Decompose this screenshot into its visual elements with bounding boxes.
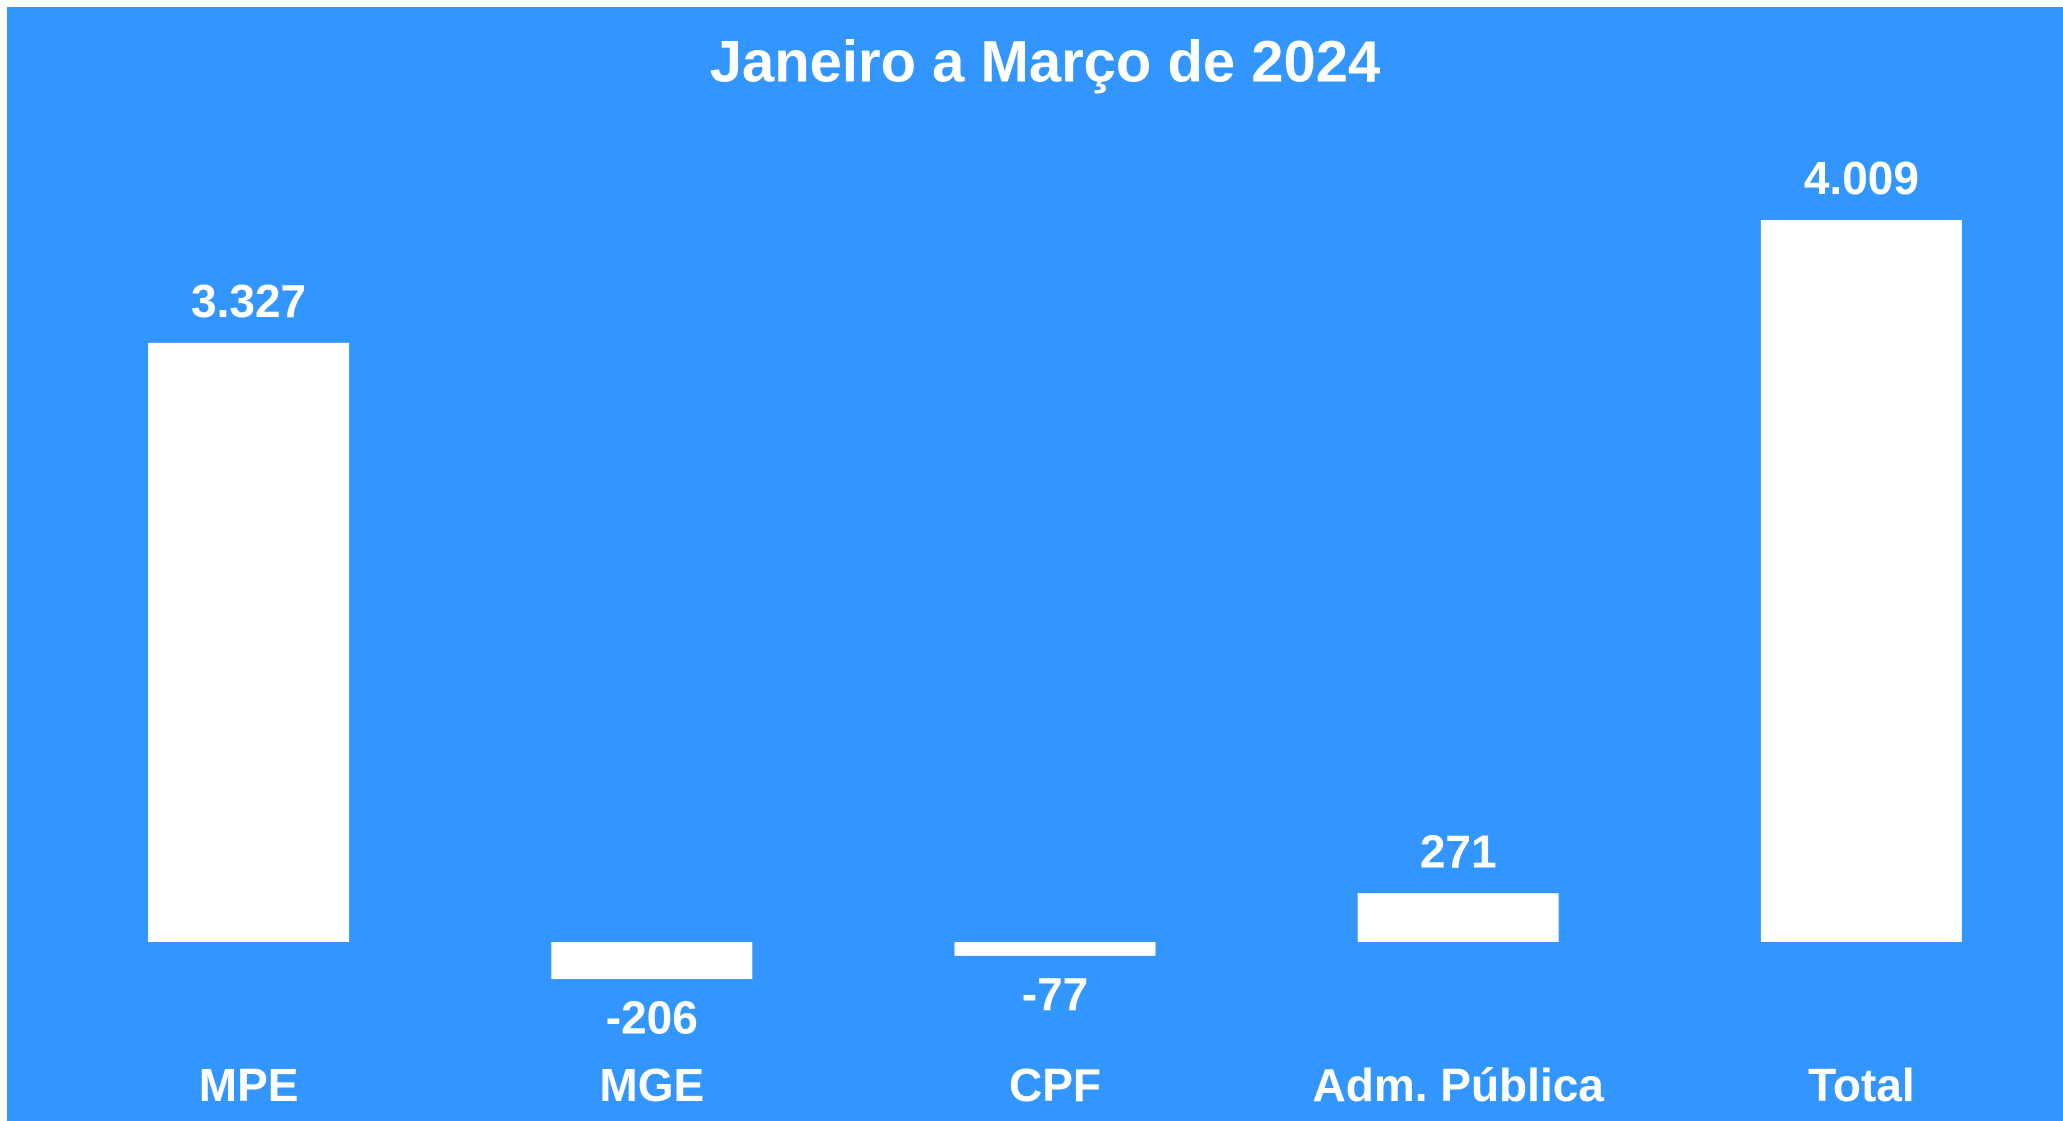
chart-title: Janeiro a Março de 2024 [710, 29, 1381, 94]
bar [551, 942, 753, 980]
chart-background [7, 7, 2063, 1121]
bar [1357, 893, 1559, 942]
x-tick-label: Adm. Pública [1313, 1059, 1605, 1111]
bar [148, 342, 350, 942]
data-label: 3.327 [191, 275, 306, 327]
bar [954, 942, 1156, 956]
x-tick-label: MGE [599, 1059, 704, 1111]
x-tick-label: MPE [199, 1059, 299, 1111]
x-tick-label: CPF [1009, 1059, 1101, 1111]
data-label: 271 [1420, 825, 1497, 877]
data-label: -206 [606, 991, 698, 1043]
x-tick-label: Total [1808, 1059, 1914, 1111]
data-label: -77 [1022, 968, 1088, 1020]
bar [1760, 220, 1962, 942]
data-label: 4.009 [1804, 152, 1919, 204]
